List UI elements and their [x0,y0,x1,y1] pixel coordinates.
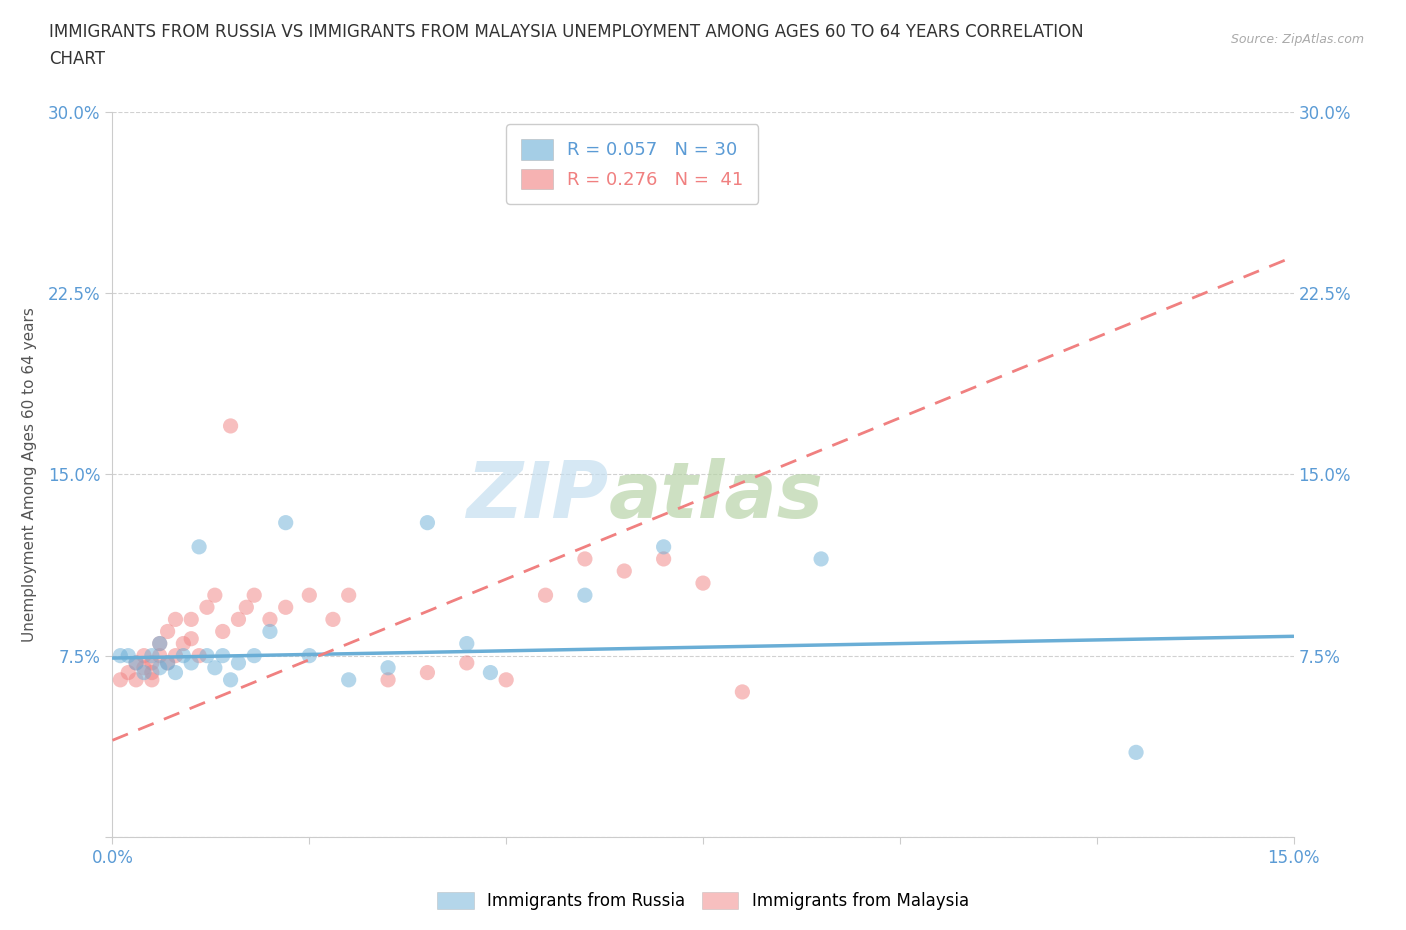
Point [141,648,163,663]
Point [416,665,439,680]
Point [456,636,478,651]
Point [211,648,233,663]
Point [125,656,148,671]
Point [172,636,194,651]
Point [534,588,557,603]
Legend: Immigrants from Russia, Immigrants from Malaysia: Immigrants from Russia, Immigrants from … [430,885,976,917]
Point [692,576,714,591]
Point [110,672,132,687]
Point [274,600,297,615]
Point [219,672,242,687]
Point [337,588,360,603]
Point [613,564,636,578]
Text: atlas: atlas [609,458,824,534]
Point [188,648,211,663]
Point [377,672,399,687]
Y-axis label: Unemployment Among Ages 60 to 64 years: Unemployment Among Ages 60 to 64 years [22,307,37,642]
Point [243,648,266,663]
Point [652,539,675,554]
Point [456,656,478,671]
Point [156,656,179,671]
Point [195,648,218,663]
Point [243,588,266,603]
Point [211,624,233,639]
Point [149,636,172,651]
Point [337,672,360,687]
Point [322,612,344,627]
Point [132,660,155,675]
Point [195,600,218,615]
Point [228,656,250,671]
Legend: R = 0.057   N = 30, R = 0.276   N =  41: R = 0.057 N = 30, R = 0.276 N = 41 [506,125,758,204]
Point [141,672,163,687]
Point [188,539,211,554]
Point [495,672,517,687]
Point [235,600,257,615]
Point [731,684,754,699]
Point [125,656,148,671]
Point [259,624,281,639]
Point [156,624,179,639]
Point [125,672,148,687]
Point [132,648,155,663]
Point [228,612,250,627]
Point [574,551,596,566]
Point [141,665,163,680]
Point [204,588,226,603]
Point [810,551,832,566]
Point [652,551,675,566]
Point [165,665,187,680]
Point [377,660,399,675]
Point [132,665,155,680]
Point [149,636,172,651]
Point [180,631,202,646]
Point [298,588,321,603]
Text: IMMIGRANTS FROM RUSSIA VS IMMIGRANTS FROM MALAYSIA UNEMPLOYMENT AMONG AGES 60 TO: IMMIGRANTS FROM RUSSIA VS IMMIGRANTS FRO… [49,23,1084,68]
Point [110,648,132,663]
Point [574,588,596,603]
Point [298,648,321,663]
Point [274,515,297,530]
Point [172,648,194,663]
Text: ZIP: ZIP [467,458,609,534]
Point [117,648,139,663]
Point [479,665,502,680]
Point [149,648,172,663]
Point [219,418,242,433]
Text: Source: ZipAtlas.com: Source: ZipAtlas.com [1230,33,1364,46]
Point [180,612,202,627]
Point [141,656,163,671]
Point [165,612,187,627]
Point [156,656,179,671]
Point [117,665,139,680]
Point [259,612,281,627]
Point [165,648,187,663]
Point [180,656,202,671]
Point [1125,745,1147,760]
Point [416,515,439,530]
Point [204,660,226,675]
Point [149,660,172,675]
